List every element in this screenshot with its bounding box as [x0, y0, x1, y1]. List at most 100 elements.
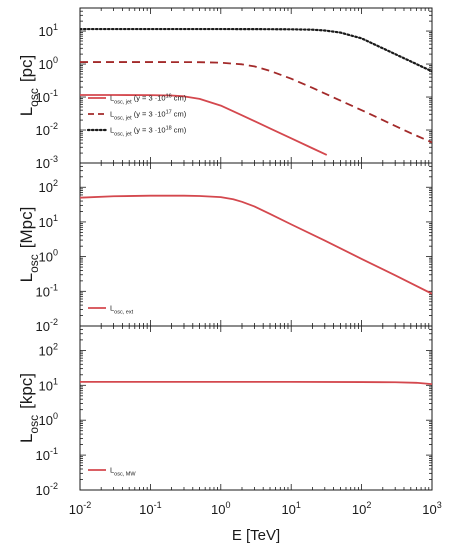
- legend-name-main: L: [110, 466, 114, 475]
- x-tick-base: 10: [281, 502, 295, 517]
- y-tick-base: 10: [36, 123, 50, 138]
- plot-frame: [79, 162, 433, 327]
- plot-frame: [79, 325, 433, 491]
- y-tick-exponent: 1: [53, 213, 58, 223]
- legend: Losc, MW: [88, 466, 136, 478]
- x-tick-exponent: 2: [366, 500, 371, 510]
- y-tick-base: 10: [36, 319, 50, 334]
- x-tick-exponent: -2: [83, 500, 91, 510]
- x-tick-base: 10: [422, 502, 436, 517]
- legend-note-exponent: 16: [166, 94, 172, 100]
- y-tick-exponent: -2: [50, 317, 58, 327]
- y-tick-base: 10: [39, 215, 53, 230]
- series-line-dotted: [80, 27, 432, 73]
- legend-name-sub: osc, jet: [114, 116, 132, 122]
- y-axis-label-sub: osc: [27, 415, 41, 434]
- legend-name-sub: osc, ext: [114, 310, 133, 316]
- series-lines: [80, 381, 432, 386]
- y-tick-label: 10-2: [36, 317, 58, 334]
- y-axis-label-main: L: [17, 434, 36, 443]
- y-tick-label: 100: [39, 248, 58, 265]
- y-axis-label: Losc [kpc]: [17, 373, 41, 443]
- y-tick-label: 10-1: [36, 282, 58, 299]
- y-tick-exponent: 2: [53, 178, 58, 188]
- x-tick-exponent: 3: [437, 500, 442, 510]
- y-tick-base: 10: [39, 24, 53, 39]
- y-axis-label-main: L: [17, 107, 36, 116]
- y-ticks: [80, 325, 432, 491]
- x-tick-exponent: 0: [226, 500, 231, 510]
- x-ticks: [79, 8, 433, 163]
- legend-name-sub: osc, jet: [114, 100, 132, 106]
- y-axis-label-unit: [pc]: [17, 55, 36, 82]
- legend-entry: Losc, jet (y = 3 ·1017 cm): [110, 110, 187, 122]
- x-tick-label: 102: [352, 500, 371, 517]
- y-tick-exponent: -2: [50, 481, 58, 491]
- y-tick-base: 10: [36, 448, 50, 463]
- y-tick-exponent: -1: [50, 446, 58, 456]
- series-line-solid: [80, 194, 432, 295]
- y-tick-base: 10: [36, 156, 50, 171]
- legend-note-exponent: 18: [166, 126, 172, 132]
- y-tick-label: 10-2: [36, 481, 58, 498]
- y-ticks: [80, 7, 432, 164]
- legend-entry: Losc, jet (y = 3 ·1018 cm): [110, 126, 187, 138]
- y-tick-exponent: -1: [50, 282, 58, 292]
- y-tick-label: 101: [39, 213, 58, 230]
- x-tick-base: 10: [69, 502, 83, 517]
- x-ticks: [79, 326, 433, 490]
- legend-name-main: L: [110, 304, 114, 313]
- y-tick-exponent: -2: [50, 121, 58, 131]
- legend-entry: Losc, jet (y = 3 ·1016 cm): [110, 94, 187, 106]
- x-ticks: [79, 163, 433, 326]
- y-tick-base: 10: [39, 378, 53, 393]
- y-axis-label-sub: osc: [27, 88, 41, 107]
- series-lines: [80, 194, 432, 295]
- y-tick-exponent: 1: [53, 376, 58, 386]
- y-tick-label: 10-1: [36, 446, 58, 463]
- y-tick-base: 10: [39, 57, 53, 72]
- x-tick-label: 101: [281, 500, 300, 517]
- series-line-dashed: [80, 61, 432, 144]
- y-tick-label: 10-1: [36, 88, 58, 105]
- legend-name-sub: osc, MW: [114, 472, 136, 478]
- legend-name-main: L: [110, 110, 114, 119]
- x-tick-base: 10: [211, 502, 225, 517]
- y-tick-base: 10: [39, 413, 53, 428]
- y-tick-base: 10: [39, 180, 53, 195]
- legend-note-end: cm): [172, 110, 187, 119]
- y-tick-base: 10: [36, 90, 50, 105]
- y-axis-label-unit: [kpc]: [17, 373, 36, 409]
- legend-note: (y = 3 ·10: [132, 110, 166, 119]
- y-tick-label: 100: [39, 55, 58, 72]
- legend-name-sub: osc, jet: [114, 132, 132, 138]
- legend-name-main: L: [110, 126, 114, 135]
- legend-name-main: L: [110, 94, 114, 103]
- x-tick-label: 100: [211, 500, 230, 517]
- y-axis-label: Losc [Mpc]: [17, 207, 41, 283]
- series-lines: [80, 27, 432, 156]
- y-axis-label: Losc [pc]: [17, 55, 41, 117]
- legend: Losc, jet (y = 3 ·1016 cm)Losc, jet (y =…: [86, 94, 187, 138]
- legend-note: (y = 3 ·10: [132, 126, 166, 135]
- y-tick-base: 10: [39, 250, 53, 265]
- y-tick-label: 100: [39, 411, 58, 428]
- y-tick-exponent: 0: [53, 411, 58, 421]
- y-tick-exponent: 0: [53, 55, 58, 65]
- series-line-solid: [80, 94, 328, 156]
- x-tick-base: 10: [352, 502, 366, 517]
- y-ticks: [80, 162, 432, 327]
- legend-note-end: cm): [172, 94, 187, 103]
- y-tick-label: 10-3: [36, 154, 58, 171]
- y-tick-base: 10: [36, 483, 50, 498]
- y-tick-exponent: -3: [50, 154, 58, 164]
- y-tick-base: 10: [39, 343, 53, 358]
- x-tick-label: 10-2: [69, 500, 91, 517]
- x-tick-label: 103: [422, 500, 441, 517]
- legend: Losc, ext: [88, 304, 134, 316]
- y-tick-exponent: -1: [50, 88, 58, 98]
- x-tick-exponent: -1: [154, 500, 162, 510]
